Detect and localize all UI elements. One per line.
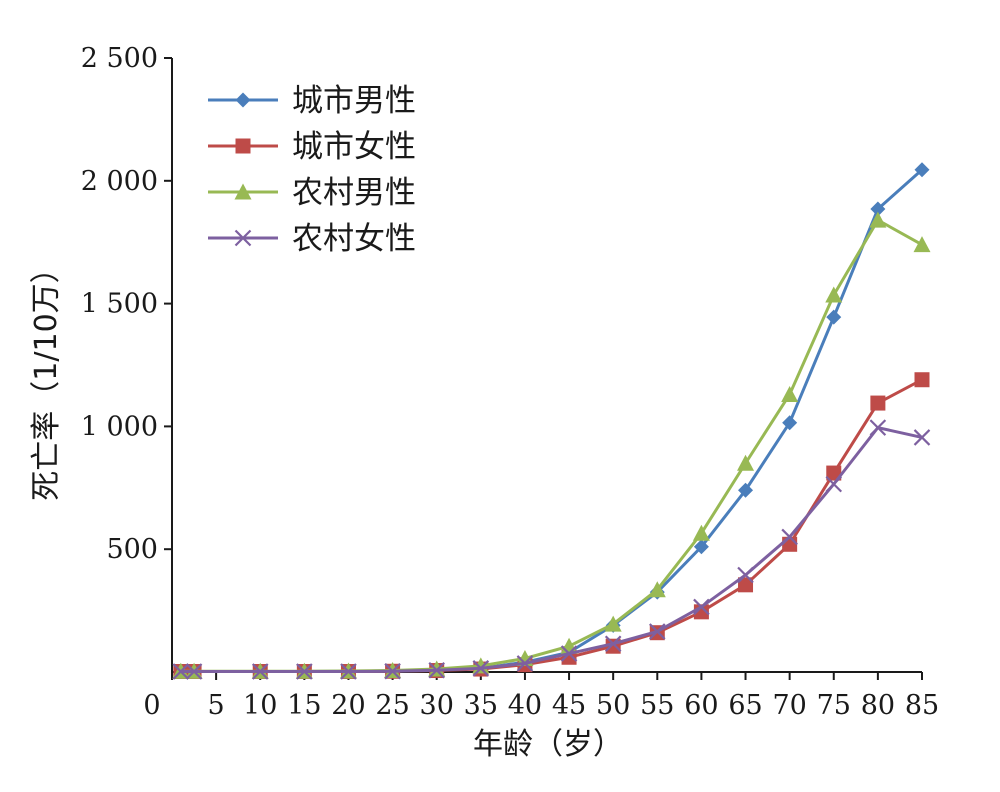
data-point bbox=[604, 635, 622, 653]
x-tick-label: 35 bbox=[464, 690, 498, 721]
series-4 bbox=[172, 419, 931, 680]
y-tick-label: 2 500 bbox=[81, 43, 158, 74]
x-tick-label: 40 bbox=[508, 690, 542, 721]
x-tick-label: 65 bbox=[728, 690, 762, 721]
series-1 bbox=[173, 162, 930, 680]
data-point bbox=[234, 229, 252, 247]
x-tick-label: 45 bbox=[552, 690, 586, 721]
x-tick-label: 75 bbox=[817, 690, 851, 721]
x-tick-label: 30 bbox=[420, 690, 454, 721]
data-point bbox=[472, 660, 490, 677]
y-tick-label: 1 500 bbox=[81, 289, 158, 320]
x-tick-label: 60 bbox=[684, 690, 718, 721]
data-point bbox=[560, 645, 578, 662]
x-tick-label: 50 bbox=[596, 690, 630, 721]
y-tick-label: 1 000 bbox=[81, 411, 158, 442]
data-point bbox=[738, 482, 754, 498]
legend-label: 城市女性 bbox=[292, 129, 416, 165]
data-point bbox=[649, 623, 666, 640]
data-point bbox=[826, 309, 842, 325]
y-tick-label: 500 bbox=[106, 534, 158, 565]
data-point bbox=[693, 598, 710, 616]
data-point bbox=[235, 138, 251, 154]
x-tick-label: 5 bbox=[208, 690, 225, 721]
data-point bbox=[913, 429, 931, 446]
data-point bbox=[782, 536, 798, 552]
data-point bbox=[296, 663, 313, 680]
y-tick-label: 2 000 bbox=[81, 166, 158, 197]
x-tick-label: 85 bbox=[905, 690, 939, 721]
data-point bbox=[516, 655, 534, 672]
data-point bbox=[825, 475, 843, 493]
data-point bbox=[737, 454, 755, 471]
data-point bbox=[870, 395, 886, 411]
data-point bbox=[428, 660, 446, 677]
data-point bbox=[870, 201, 886, 217]
data-point bbox=[234, 183, 252, 200]
data-point bbox=[869, 419, 887, 436]
data-point bbox=[737, 566, 754, 584]
series-3 bbox=[172, 211, 931, 679]
data-point bbox=[781, 385, 799, 402]
x-tick-label: 0 bbox=[143, 690, 160, 721]
data-point bbox=[913, 236, 931, 253]
data-point bbox=[738, 577, 754, 593]
series-line bbox=[180, 378, 923, 674]
x-axis-title: 年龄（岁） bbox=[473, 727, 623, 762]
data-point bbox=[340, 663, 357, 680]
x-tick-label: 20 bbox=[331, 690, 365, 721]
data-point bbox=[692, 524, 710, 541]
data-point bbox=[781, 528, 798, 546]
data-point bbox=[604, 615, 622, 632]
y-axis-title: 死亡率（1/10万） bbox=[29, 253, 64, 500]
legend-item-4: 农村女性 bbox=[208, 221, 416, 257]
data-point bbox=[869, 211, 887, 228]
data-point bbox=[384, 662, 401, 680]
data-point bbox=[693, 539, 709, 555]
data-point bbox=[914, 372, 930, 388]
x-tick-label: 80 bbox=[861, 690, 895, 721]
data-point bbox=[914, 162, 930, 178]
data-point bbox=[826, 465, 842, 481]
series-2 bbox=[173, 372, 930, 680]
legend-label: 农村男性 bbox=[292, 175, 416, 211]
data-point bbox=[172, 663, 190, 680]
x-tick-label: 10 bbox=[243, 690, 277, 721]
data-point bbox=[235, 92, 251, 108]
series-line bbox=[180, 218, 923, 673]
data-point bbox=[782, 415, 798, 431]
series-line bbox=[180, 425, 923, 674]
data-point bbox=[428, 662, 445, 679]
legend-item-3: 农村男性 bbox=[208, 175, 416, 211]
data-point bbox=[648, 581, 666, 598]
legend-label: 农村女性 bbox=[292, 221, 416, 257]
legend-item-1: 城市男性 bbox=[208, 83, 416, 119]
x-tick-label: 70 bbox=[772, 690, 806, 721]
x-tick-label: 25 bbox=[375, 690, 409, 721]
data-point bbox=[251, 663, 269, 680]
data-point bbox=[185, 663, 203, 680]
x-tick-label: 55 bbox=[640, 690, 674, 721]
legend-label: 城市男性 bbox=[292, 83, 416, 119]
x-tick-label: 15 bbox=[287, 690, 321, 721]
legend-item-2: 城市女性 bbox=[208, 129, 416, 165]
data-point bbox=[825, 286, 843, 303]
